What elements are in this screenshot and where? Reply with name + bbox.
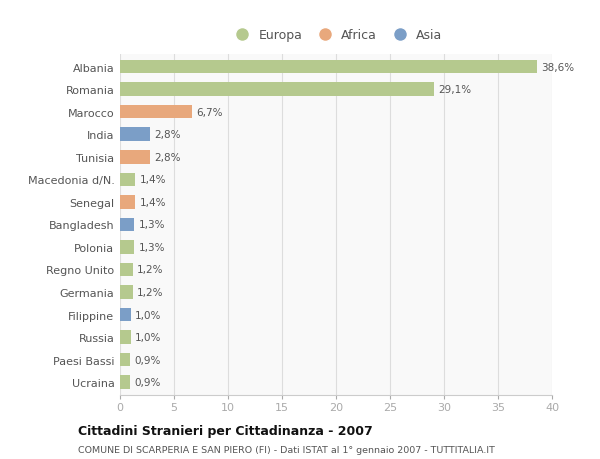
Legend: Europa, Africa, Asia: Europa, Africa, Asia — [225, 24, 447, 47]
Bar — [120, 285, 133, 299]
Bar — [120, 173, 135, 187]
Bar — [120, 151, 150, 164]
Text: 0,9%: 0,9% — [134, 355, 160, 365]
Text: 2,8%: 2,8% — [155, 130, 181, 140]
Text: Cittadini Stranieri per Cittadinanza - 2007: Cittadini Stranieri per Cittadinanza - 2… — [78, 424, 373, 437]
Text: 38,6%: 38,6% — [541, 62, 574, 73]
Text: 2,8%: 2,8% — [155, 152, 181, 162]
Text: 1,2%: 1,2% — [137, 287, 164, 297]
Text: 1,2%: 1,2% — [137, 265, 164, 275]
Bar — [120, 375, 130, 389]
Bar — [120, 218, 134, 232]
Text: 1,0%: 1,0% — [135, 332, 161, 342]
Text: 1,4%: 1,4% — [139, 197, 166, 207]
Bar — [120, 61, 537, 74]
Bar — [120, 330, 131, 344]
Text: 1,3%: 1,3% — [139, 220, 165, 230]
Text: 1,0%: 1,0% — [135, 310, 161, 320]
Bar — [120, 308, 131, 322]
Text: 6,7%: 6,7% — [197, 107, 223, 118]
Text: COMUNE DI SCARPERIA E SAN PIERO (FI) - Dati ISTAT al 1° gennaio 2007 - TUTTITALI: COMUNE DI SCARPERIA E SAN PIERO (FI) - D… — [78, 445, 495, 454]
Bar — [120, 106, 193, 119]
Text: 29,1%: 29,1% — [439, 85, 472, 95]
Bar — [120, 196, 135, 209]
Text: 1,4%: 1,4% — [139, 175, 166, 185]
Text: 1,3%: 1,3% — [139, 242, 165, 252]
Bar — [120, 241, 134, 254]
Bar — [120, 263, 133, 277]
Text: 0,9%: 0,9% — [134, 377, 160, 387]
Bar — [120, 128, 150, 142]
Bar — [120, 83, 434, 97]
Bar — [120, 353, 130, 367]
